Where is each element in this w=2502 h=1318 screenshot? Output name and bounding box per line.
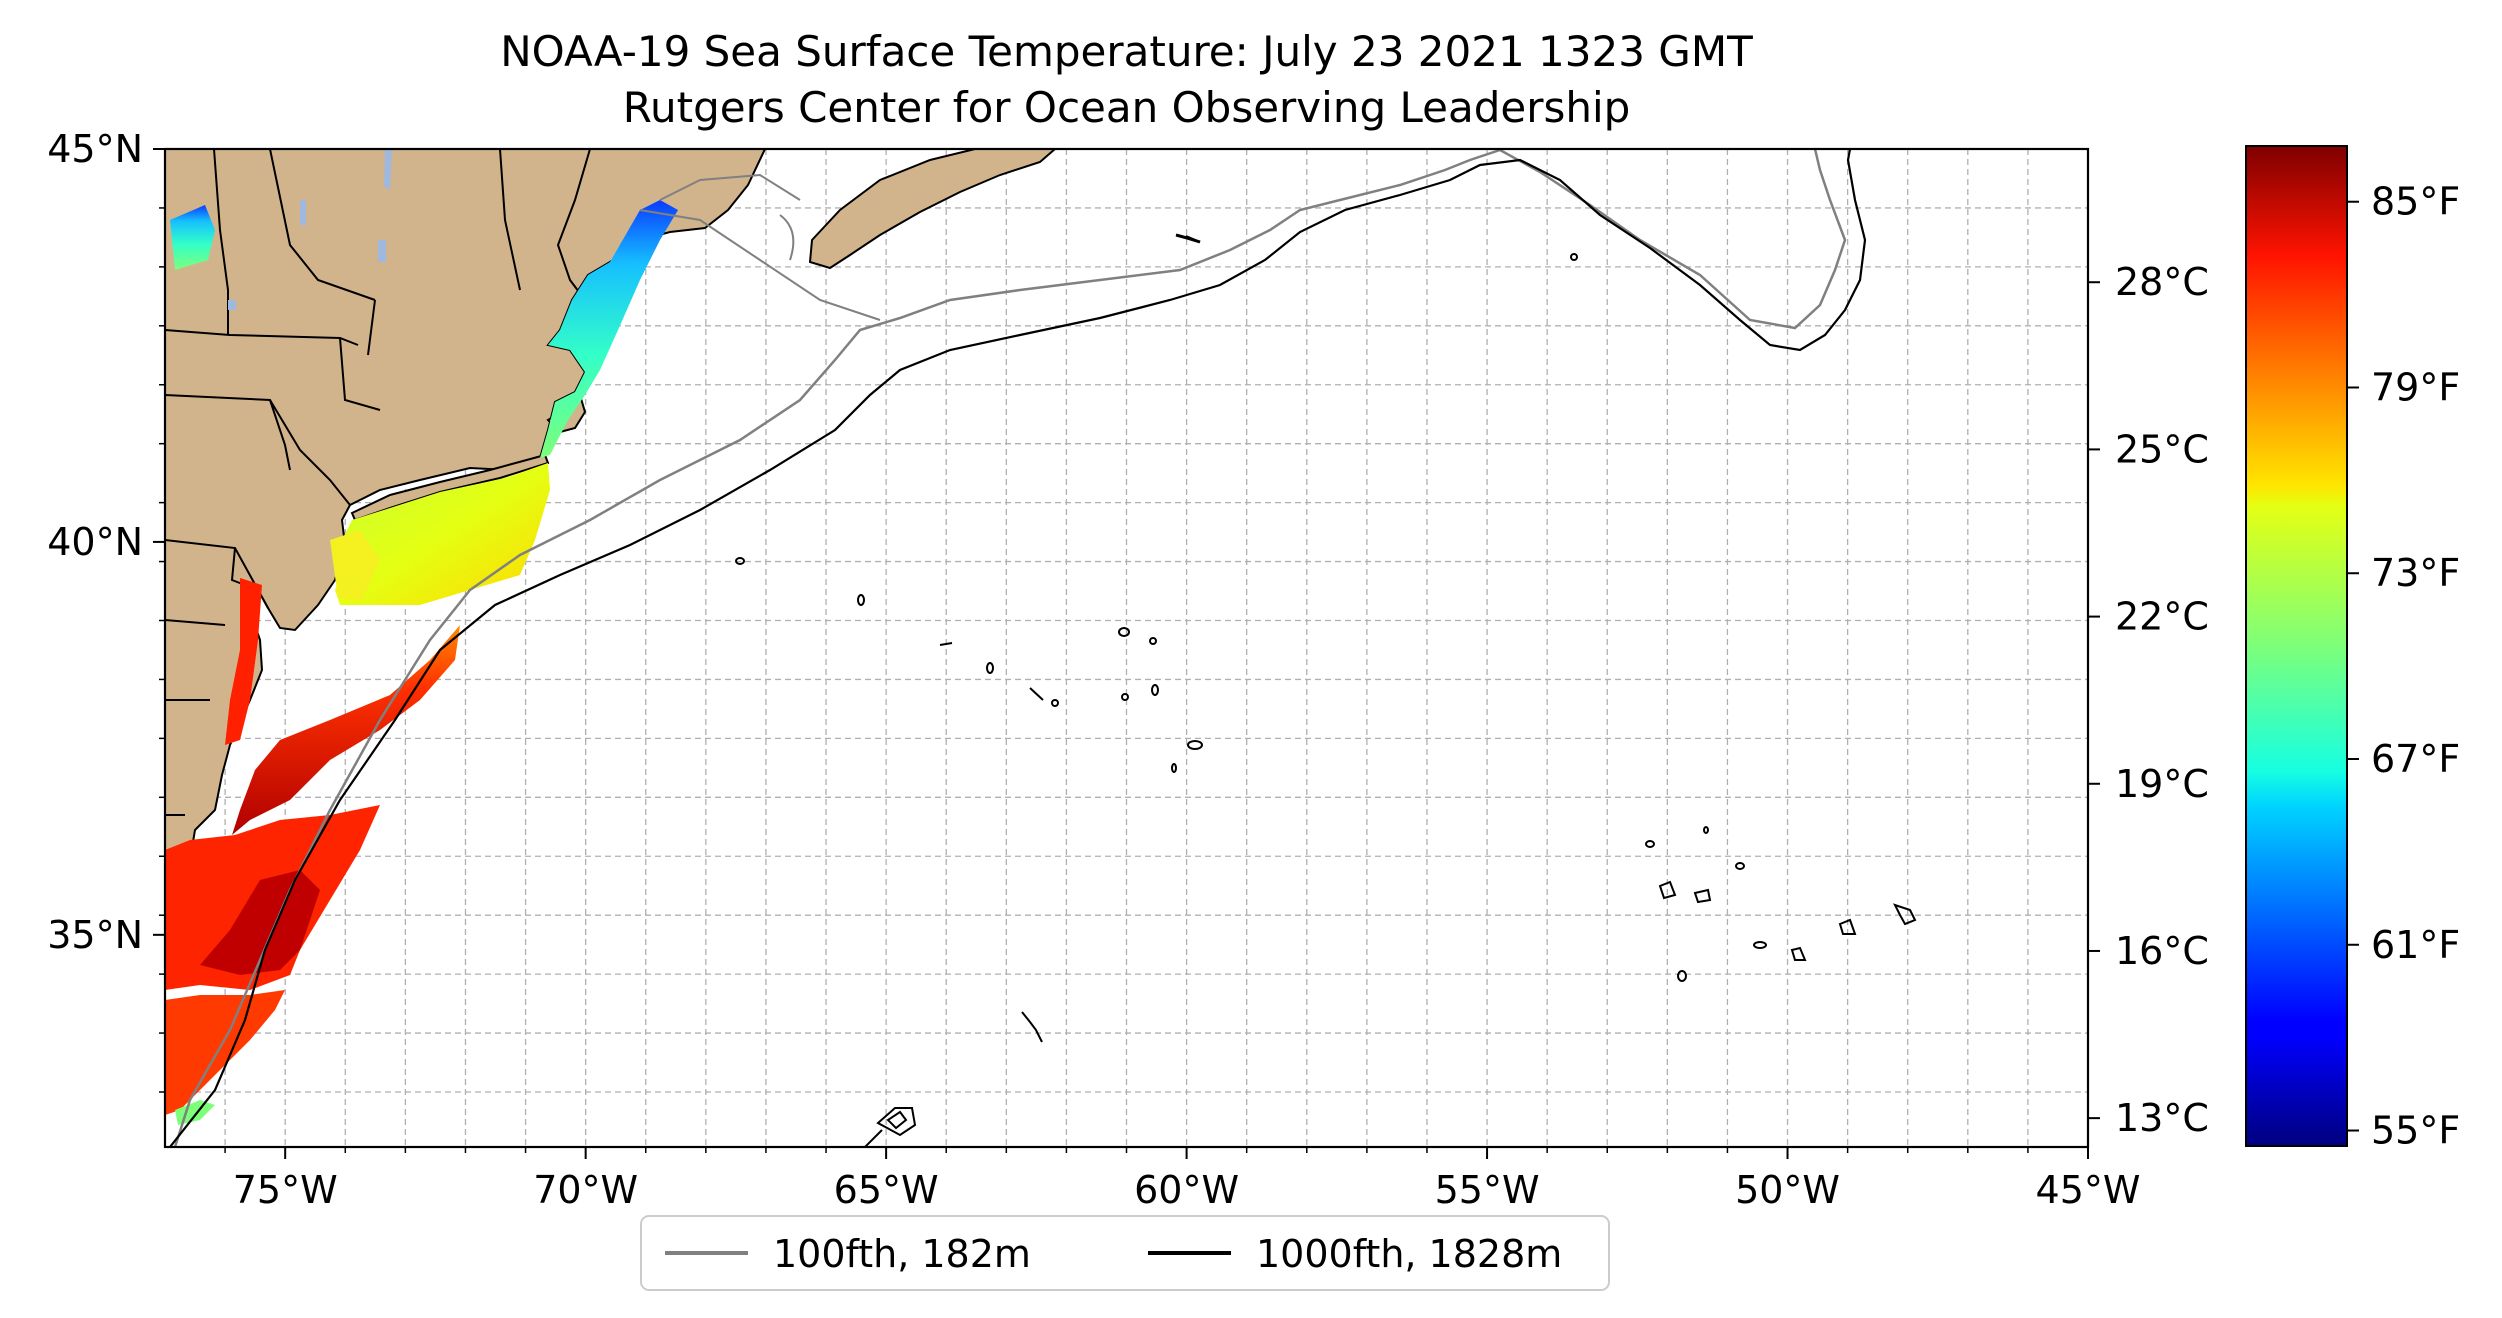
lon-tick-label: 65°W xyxy=(834,1168,939,1212)
chart-subtitle: Rutgers Center for Ocean Observing Leade… xyxy=(622,83,1631,132)
legend: 100fth, 182m 1000fth, 1828m xyxy=(640,1215,1610,1291)
lon-tick-label: 50°W xyxy=(1735,1168,1840,1212)
map-axis-ticks: 75°W 70°W 65°W 60°W 55°W 50°W 45°W 35°N 40°N 45°N xyxy=(47,127,2140,1212)
nova-scotia xyxy=(808,149,1057,270)
sst-midatlantic-shelf xyxy=(232,625,460,835)
colorbar-frame xyxy=(2245,145,2348,1147)
legend-box xyxy=(640,1215,1610,1291)
colorbar-gradient xyxy=(2246,146,2347,1146)
sst-new-york-bight xyxy=(335,463,550,605)
legend-label-100fth: 100fth, 182m xyxy=(773,1232,1031,1276)
legend-label-1000fth: 1000fth, 1828m xyxy=(1256,1232,1562,1276)
c-tick-label: 13°C xyxy=(2115,1096,2209,1140)
c-tick-label: 25°C xyxy=(2115,427,2209,471)
f-tick-label: 67°F xyxy=(2371,737,2460,781)
sst-coastal-strip xyxy=(225,578,262,745)
seamount-contours xyxy=(735,235,1917,1147)
isobath-100fth-shelf xyxy=(639,173,881,321)
state-borders xyxy=(165,149,591,906)
colorbar-ticks: 55°F 61°F 67°F 73°F 79°F 85°F 13°C 16°C 19°C 22°C… xyxy=(2088,180,2460,1153)
f-tick-label: 85°F xyxy=(2371,180,2460,224)
sst-warm-core xyxy=(200,870,320,975)
lakes xyxy=(228,149,392,310)
sst-southern-strip xyxy=(165,990,285,1115)
c-tick-label: 16°C xyxy=(2115,929,2209,973)
gridlines xyxy=(165,149,2088,1147)
sst-western-patch xyxy=(170,205,215,270)
c-tick-label: 28°C xyxy=(2115,260,2209,304)
f-tick-label: 55°F xyxy=(2371,1109,2460,1153)
f-tick-label: 79°F xyxy=(2371,365,2460,409)
map-area xyxy=(165,149,2088,1147)
lat-tick-label: 40°N xyxy=(47,520,143,564)
f-tick-label: 73°F xyxy=(2371,551,2460,595)
lat-tick-label: 35°N xyxy=(47,913,143,957)
c-tick-label: 22°C xyxy=(2115,595,2209,639)
c-tick-label: 19°C xyxy=(2115,762,2209,806)
lon-tick-label: 45°W xyxy=(2036,1168,2141,1212)
sst-gulf-of-maine xyxy=(540,200,678,458)
colorbar: 55°F 61°F 67°F 73°F 79°F 85°F 13°C 16°C 19°C 22°C… xyxy=(2088,145,2460,1153)
isobath-1000fth xyxy=(169,149,1867,1147)
isobath-100fth xyxy=(173,149,1847,1147)
chart-title: NOAA-19 Sea Surface Temperature: July 23… xyxy=(500,27,1753,76)
lon-tick-label: 55°W xyxy=(1435,1168,1540,1212)
lon-tick-label: 70°W xyxy=(533,1168,638,1212)
lon-tick-label: 75°W xyxy=(233,1168,338,1212)
lat-tick-label: 45°N xyxy=(47,127,143,171)
sst-yellow-patch xyxy=(330,530,380,600)
sst-swath xyxy=(165,200,678,1125)
lon-tick-label: 60°W xyxy=(1134,1168,1239,1212)
f-tick-label: 61°F xyxy=(2371,923,2460,967)
